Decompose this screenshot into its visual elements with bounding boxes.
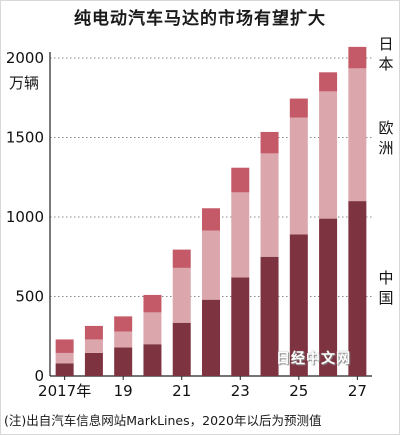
bar-2027-series-1: [348, 68, 367, 202]
bar-2018-series-1: [84, 339, 103, 353]
x-tick-label-2027: 27: [348, 382, 367, 400]
bar-2017-series-2: [55, 339, 74, 353]
bar-2026-series-2: [319, 72, 338, 92]
bar-2021-series-2: [172, 249, 191, 268]
y-unit-label: 万辆: [9, 74, 40, 92]
bar-2018-series-2: [84, 325, 103, 340]
bar-2025-series-0: [289, 234, 308, 376]
x-tick-label-2021: 21: [172, 382, 191, 400]
bar-2017-series-0: [55, 363, 74, 376]
bar-2022-series-0: [202, 299, 220, 376]
bar-2020-series-0: [143, 344, 162, 376]
watermark: 日经中文网: [276, 351, 351, 367]
bar-2026-series-1: [319, 91, 338, 219]
footnote: (注)出自汽车信息网站MarkLines，2020年以后为预测值: [4, 413, 322, 428]
bar-2027-series-2: [348, 46, 367, 69]
x-tick-label-2023: 23: [231, 382, 250, 400]
bar-2025-series-2: [289, 98, 308, 118]
bar-2026-series-0: [319, 218, 338, 376]
bar-2020-series-1: [143, 312, 162, 345]
y-tick-label-1500: 1500: [6, 129, 44, 147]
region-label-europe: 欧洲: [378, 119, 394, 157]
bar-2019-series-0: [114, 347, 133, 376]
bar-2019-series-2: [114, 316, 133, 332]
bar-2020-series-2: [143, 294, 162, 313]
bar-2018-series-0: [84, 352, 103, 376]
bar-2017-series-1: [55, 352, 74, 364]
y-tick-label-2000: 2000: [6, 49, 44, 67]
x-tick-label-2017: 2017年: [38, 382, 91, 400]
bar-2023-series-1: [231, 192, 250, 278]
x-tick-label-2019: 19: [114, 382, 133, 400]
y-tick-label-0: 0: [34, 367, 44, 385]
bar-2019-series-1: [114, 331, 133, 348]
bar-2023-series-2: [231, 167, 250, 193]
region-label-japan: 日本: [378, 35, 394, 73]
region-label-china: 中国: [378, 269, 394, 307]
bar-2021-series-0: [172, 322, 191, 376]
bar-2025-series-1: [289, 117, 308, 235]
bar-2027-series-0: [348, 201, 367, 376]
bar-2022-series-2: [202, 208, 220, 231]
y-tick-label-1000: 1000: [6, 208, 44, 226]
bar-2023-series-0: [231, 277, 250, 376]
bar-2024-series-2: [260, 131, 279, 154]
bar-2024-series-1: [260, 153, 279, 257]
bar-2024-series-0: [260, 256, 279, 376]
bar-2021-series-1: [172, 267, 191, 323]
y-tick-label-500: 500: [15, 288, 44, 306]
x-tick-label-2025: 25: [289, 382, 308, 400]
chart-title: 纯电动汽车马达的市场有望扩大: [74, 9, 326, 29]
bar-2022-series-1: [202, 230, 220, 300]
